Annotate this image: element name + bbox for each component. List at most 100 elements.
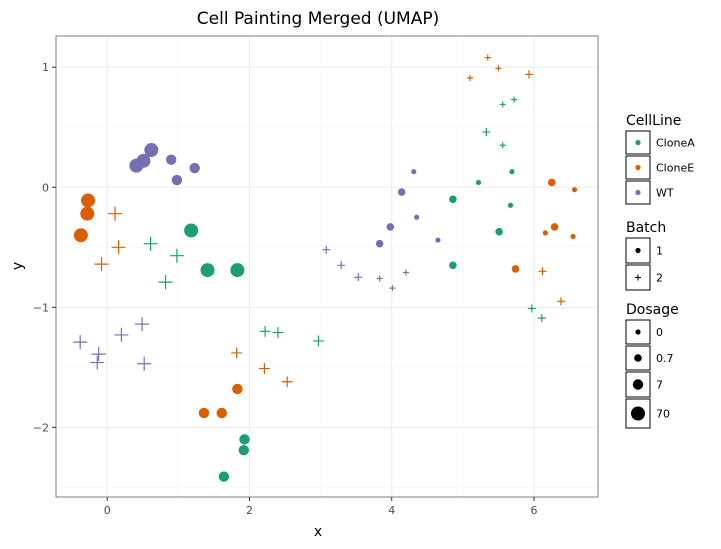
data-point [484,54,491,61]
data-point [259,363,270,374]
data-point [511,96,518,103]
data-point [230,263,245,278]
legend-key-swatch [635,189,641,196]
legend-key-swatch [635,164,641,171]
data-point [337,261,346,270]
data-point [137,356,152,371]
data-point [449,195,457,204]
data-point [171,174,183,186]
data-point [238,444,249,456]
y-tick-label: 1 [42,61,49,74]
data-point [375,239,384,248]
data-point [386,223,395,231]
y-tick-label: −2 [33,421,49,434]
data-point [114,327,129,342]
data-point [495,65,502,72]
legend-key-swatch [635,274,641,281]
data-point [166,154,177,165]
data-point [232,383,243,395]
data-point [482,128,491,137]
data-point [511,265,520,273]
legend-entry-label: CloneA [656,137,695,150]
legend: CellLine CloneA CloneE WT Batch 1 2 Dosage 0 0.7 7… [625,113,695,429]
legend-entry-label: 7 [656,379,663,392]
data-point [94,257,109,272]
legend-entry-label: 1 [656,245,663,258]
data-point [538,267,547,276]
data-point [189,162,200,174]
y-tick-label: 0 [42,181,49,194]
plot-panel-border [55,35,599,498]
data-point [198,407,210,419]
legend-entry-label: WT [656,187,674,200]
data-points [73,54,578,482]
data-point [550,223,559,231]
data-point [144,143,159,158]
data-point [376,275,383,282]
legend-title: Dosage [626,302,679,318]
data-point [509,169,515,175]
y-tick-label: −1 [33,301,49,314]
x-tick-label: 2 [246,504,253,517]
data-point [81,193,96,208]
data-point [411,169,417,175]
x-tick-label: 6 [530,504,537,517]
data-point [322,245,331,254]
data-point [239,434,250,445]
data-point [537,314,546,323]
data-point [402,269,409,276]
data-point [557,297,566,306]
data-point [129,158,144,173]
data-point [143,236,158,251]
data-point [259,325,271,337]
legend-key-swatch [635,139,641,146]
data-point [90,355,105,370]
data-point [184,223,199,238]
data-point [80,206,95,221]
data-point [542,230,548,236]
data-point [525,70,534,79]
data-point [414,214,420,220]
data-point [158,275,173,290]
data-point [547,178,556,187]
data-point [91,347,106,362]
legend-entry-label: 0.7 [656,352,674,365]
legend-key-box [625,345,651,371]
legend-entry-label: 2 [656,272,663,285]
axis-ticks: 0 2 4 6 −2 −1 0 1 [33,61,538,517]
data-point [135,317,150,332]
data-point [571,187,578,193]
data-point [435,237,441,243]
data-point [313,335,324,347]
data-point [499,142,506,149]
legend-key-swatch [632,379,644,390]
data-point [570,233,576,240]
legend-title: Batch [626,220,666,236]
data-point [111,240,126,255]
data-point [527,304,536,313]
data-point [200,263,215,278]
data-point [216,407,227,419]
grid-lines [56,36,598,497]
x-tick-label: 0 [104,504,111,517]
data-point [499,101,506,108]
data-point [231,347,243,359]
legend-key-swatch [635,329,641,335]
data-point [354,273,363,282]
legend-entry-label: CloneE [656,162,694,175]
legend-key-swatch [635,247,641,254]
x-axis-title: x [314,524,322,540]
legend-key-swatch [634,354,642,362]
chart-title: Cell Painting Merged (UMAP) [197,9,439,29]
data-point [389,285,396,292]
legend-title: CellLine [626,113,681,129]
legend-entry-label: 70 [656,408,670,421]
data-point [218,471,230,482]
y-axis-title: y [10,262,26,270]
legend-key-swatch [631,406,645,421]
legend-entry-label: 0 [656,326,663,339]
data-point [281,376,293,388]
data-point [475,179,482,186]
data-point [272,327,284,338]
